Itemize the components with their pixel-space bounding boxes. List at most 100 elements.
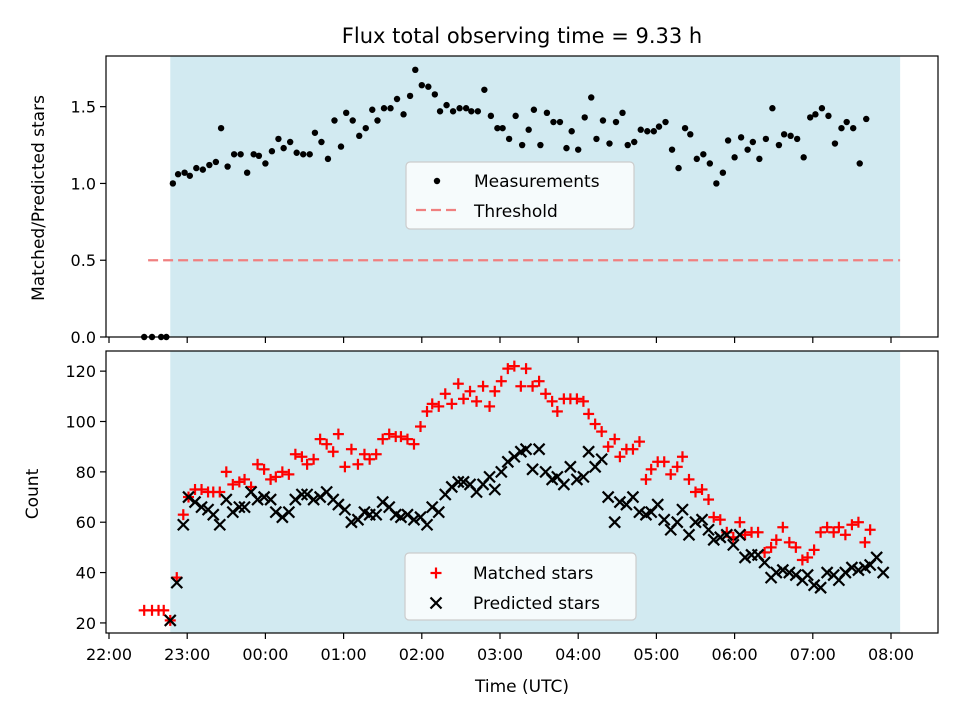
bottom-legend: Matched stars Predicted stars: [404, 552, 637, 621]
measurement-point: [237, 151, 244, 158]
matched-star-point: [821, 521, 833, 533]
measurement-point: [349, 117, 356, 124]
measurement-point: [499, 124, 506, 132]
predicted-star-point: [206, 508, 220, 521]
bottom-xtick-label: 02:00: [399, 645, 445, 664]
predicted-star-point: [307, 493, 320, 506]
top-ytick-label: 0.5: [71, 251, 96, 270]
legend-predicted-swatch: [429, 596, 443, 610]
matched-star-point: [332, 428, 344, 440]
bottom-xtick-label: 07:00: [790, 645, 836, 664]
measurement-point: [749, 138, 757, 146]
matched-star-point: [358, 448, 370, 460]
matched-star-point: [609, 433, 621, 445]
matched-star-point: [665, 468, 677, 480]
matched-star-point: [484, 400, 496, 412]
predicted-star-point: [608, 515, 621, 529]
measurement-point: [863, 115, 870, 123]
matched-star-point: [439, 388, 451, 400]
measurement-point: [186, 172, 194, 179]
measurement-point: [224, 163, 231, 170]
bottom-xtick-label: 06:00: [712, 645, 758, 664]
top-y-axis: 0.0 0.5 1.0 1.5: [71, 98, 106, 347]
measurement-point: [575, 146, 582, 153]
measurement-point: [624, 141, 631, 149]
matched-star-point: [802, 551, 814, 563]
measurement-point: [850, 124, 857, 132]
matched-star-point: [796, 554, 808, 566]
measurement-point: [212, 158, 220, 166]
predicted-star-point: [682, 528, 696, 542]
measurement-point: [687, 131, 694, 138]
predicted-star-point: [876, 566, 890, 579]
top-ytick-label: 1.0: [71, 174, 96, 193]
matched-star-point: [790, 541, 802, 553]
matched-star-point: [527, 380, 539, 392]
predicted-star-point: [195, 500, 208, 514]
matched-star-point: [345, 443, 357, 455]
measurement-point: [369, 106, 376, 113]
measurement-point: [418, 81, 425, 89]
predicted-star-point: [770, 566, 783, 579]
predicted-star-point: [601, 490, 615, 504]
measurement-point: [706, 160, 714, 167]
matched-star-point: [815, 526, 827, 538]
measurement-point: [262, 160, 269, 167]
measurement-point: [462, 105, 470, 112]
matched-star-point: [808, 544, 820, 556]
matched-star-point: [214, 486, 226, 498]
predicted-star-point: [495, 465, 508, 479]
measurement-point: [518, 141, 526, 149]
measurement-point: [400, 111, 407, 118]
measurement-point: [199, 166, 207, 173]
measurement-point: [681, 124, 689, 132]
predicted-star-point: [670, 515, 684, 529]
predicted-star-point: [488, 483, 502, 496]
measurement-point: [311, 129, 319, 136]
measurement-point: [606, 140, 613, 147]
measurement-point: [174, 171, 182, 178]
matched-star-point: [196, 483, 208, 495]
matched-star-point: [339, 461, 351, 473]
bottom-xtick-label: 23:00: [164, 645, 210, 664]
measurement-point: [481, 86, 488, 93]
measurement-point: [731, 154, 738, 161]
measurement-point: [525, 126, 532, 133]
measurement-point: [217, 124, 225, 132]
measurement-point: [393, 95, 401, 103]
bottom-x-axis: 22:00 23:00 00:00 01:00 02:00 03:00 04:00 05:00…: [86, 633, 914, 664]
matched-star-point: [426, 398, 438, 410]
matched-star-point: [734, 516, 746, 528]
measurement-point: [568, 128, 575, 135]
measurement-point: [337, 143, 345, 150]
measurement-point: [280, 144, 287, 152]
measurement-point: [800, 154, 807, 161]
matched-star-point: [471, 395, 483, 407]
measurement-point: [181, 169, 188, 176]
matched-star-point: [239, 473, 251, 485]
matched-star-point: [477, 380, 489, 392]
predicted-star-point: [394, 510, 408, 524]
predicted-star-point: [564, 460, 577, 474]
measurement-point: [556, 118, 564, 126]
matched-star-point: [703, 494, 715, 506]
predicted-star-point: [758, 556, 771, 569]
matched-star-point: [270, 471, 282, 483]
matched-star-point: [839, 529, 851, 541]
measurement-point: [193, 164, 200, 172]
matched-star-point: [421, 405, 433, 417]
measurement-point: [468, 108, 475, 115]
measurement-point: [380, 105, 388, 112]
matched-star-point: [177, 509, 189, 521]
matched-star-point: [502, 363, 514, 375]
measurement-point: [505, 135, 513, 143]
measurement-point: [243, 169, 251, 176]
matched-star-point: [370, 448, 382, 460]
predicted-star-point: [163, 614, 177, 627]
measurement-point: [825, 112, 832, 120]
measurement-point: [744, 146, 751, 153]
predicted-star-point: [595, 452, 608, 466]
matched-star-point: [683, 473, 695, 485]
predicted-star-point: [407, 513, 421, 526]
bottom-ytick-label: 20: [76, 614, 96, 633]
